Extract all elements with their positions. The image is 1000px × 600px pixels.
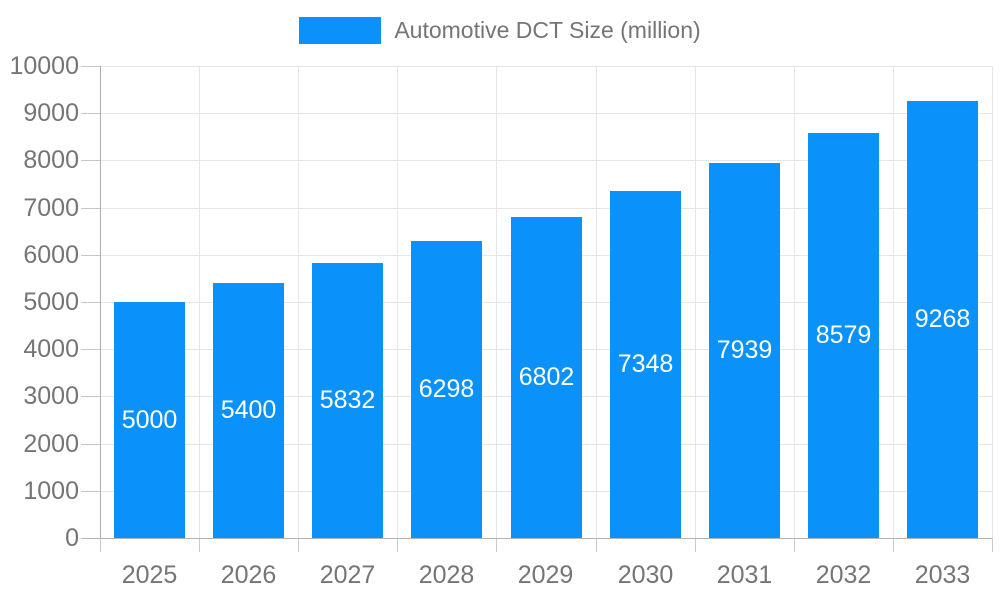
y-gridline: [100, 66, 992, 67]
x-axis-tick: [100, 538, 101, 552]
y-axis-label: 2000: [23, 430, 79, 458]
legend: Automotive DCT Size (million): [0, 17, 1000, 44]
x-gridline: [596, 66, 597, 538]
bar-value-label: 5832: [319, 386, 376, 414]
y-axis-tick: [81, 302, 100, 303]
x-axis-tick: [992, 538, 993, 552]
y-axis-label: 6000: [23, 241, 79, 269]
x-axis-label: 2033: [914, 561, 971, 589]
bar-value-label: 5000: [121, 405, 178, 434]
x-gridline: [794, 66, 795, 538]
y-axis-tick: [81, 396, 100, 397]
bar-value-label: 5400: [220, 396, 277, 424]
y-axis-label: 1000: [23, 477, 79, 505]
x-axis-tick: [298, 538, 299, 552]
y-gridline: [100, 160, 992, 161]
x-axis-label: 2027: [319, 561, 376, 589]
bar-value-label: 8579: [815, 321, 872, 349]
y-axis-tick: [81, 113, 100, 114]
y-axis-label: 8000: [23, 146, 79, 174]
y-axis-tick: [81, 255, 100, 256]
y-axis-tick: [81, 160, 100, 161]
x-gridline: [298, 66, 299, 538]
bar-2033[interactable]: 9268: [907, 101, 978, 538]
x-gridline: [893, 66, 894, 538]
bar-2026[interactable]: 5400: [213, 283, 284, 538]
x-gridline: [496, 66, 497, 538]
y-axis-tick: [81, 349, 100, 350]
bar-value-label: 7348: [617, 350, 674, 378]
x-axis-label: 2025: [121, 561, 178, 589]
y-axis-line: [100, 66, 101, 538]
x-gridline: [695, 66, 696, 538]
bar-2025[interactable]: 5000: [114, 302, 185, 538]
y-axis-tick: [81, 66, 100, 67]
x-gridline: [199, 66, 200, 538]
x-axis-label: 2028: [418, 561, 475, 589]
x-axis-label: 2031: [716, 561, 773, 589]
x-gridline: [397, 66, 398, 538]
y-axis-label: 9000: [23, 99, 79, 127]
legend-label: Automotive DCT Size (million): [394, 17, 701, 43]
bar-2029[interactable]: 6802: [511, 217, 582, 538]
y-axis-label: 3000: [23, 382, 79, 410]
x-axis-label: 2026: [220, 561, 277, 589]
x-axis-tick: [695, 538, 696, 552]
bar-2032[interactable]: 8579: [808, 133, 879, 538]
x-axis-label: 2032: [815, 561, 872, 589]
x-axis-tick: [893, 538, 894, 552]
bar-2030[interactable]: 7348: [610, 191, 681, 538]
x-axis-tick: [794, 538, 795, 552]
bar-value-label: 6802: [518, 363, 575, 391]
y-axis-tick: [81, 208, 100, 209]
y-axis-label: 4000: [23, 335, 79, 363]
y-gridline: [100, 208, 992, 209]
bar-value-label: 7939: [716, 336, 773, 364]
x-axis-baseline: [81, 538, 992, 539]
bar-2028[interactable]: 6298: [411, 241, 482, 538]
y-axis-label: 10000: [9, 52, 79, 80]
y-axis-label: 5000: [23, 288, 79, 316]
x-axis-tick: [596, 538, 597, 552]
x-axis-tick: [199, 538, 200, 552]
x-axis-tick: [496, 538, 497, 552]
x-axis-tick: [397, 538, 398, 552]
bar-2027[interactable]: 5832: [312, 263, 383, 538]
y-gridline: [100, 113, 992, 114]
y-axis-tick: [81, 444, 100, 445]
x-gridline: [992, 66, 993, 538]
bar-value-label: 9268: [914, 305, 971, 333]
x-axis-label: 2029: [517, 561, 574, 589]
x-axis-label: 2030: [617, 561, 674, 589]
legend-swatch: [299, 17, 382, 44]
bar-value-label: 6298: [418, 375, 475, 403]
bar-2031[interactable]: 7939: [709, 163, 780, 538]
y-axis-label: 0: [65, 524, 79, 552]
y-axis-tick: [81, 491, 100, 492]
y-axis-label: 7000: [23, 194, 79, 222]
